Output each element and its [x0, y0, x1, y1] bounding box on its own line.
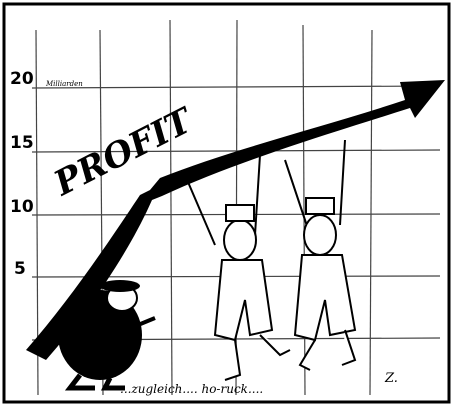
scale-label: 10 [10, 197, 34, 217]
signature: Z. [384, 371, 398, 386]
scale-label: 20 [10, 69, 34, 89]
scale-label: 5 [14, 259, 26, 279]
cartoon: 2015105 Milliarden PROFIT ...zugleich...… [0, 0, 453, 406]
unit-label: Milliarden [45, 80, 83, 88]
scale-label: 15 [10, 133, 34, 153]
caption: ...zugleich.... ho-ruck.... [120, 382, 263, 396]
